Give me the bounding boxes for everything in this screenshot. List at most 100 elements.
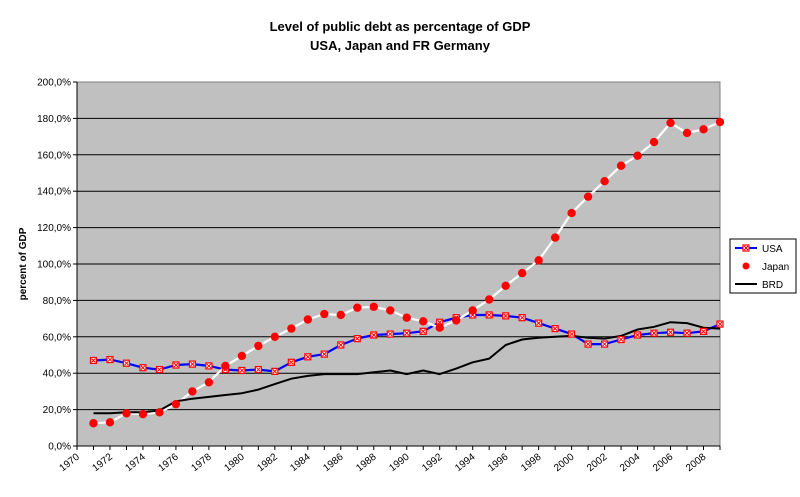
legend-marker-japan	[742, 262, 750, 270]
data-point-japan	[320, 309, 329, 319]
data-point-japan	[237, 351, 247, 361]
data-point-usa	[155, 365, 164, 374]
data-point-usa	[403, 329, 411, 337]
data-point-usa	[650, 329, 658, 337]
x-tick-label: 1992	[420, 451, 445, 474]
x-tick-label: 1976	[156, 451, 181, 474]
x-tick-label: 1980	[222, 451, 247, 474]
axes	[73, 81, 721, 450]
data-point-usa	[205, 362, 213, 370]
y-tick-label: 100,0%	[37, 260, 71, 271]
x-tick-label: 1994	[453, 451, 478, 474]
x-tick-label: 1998	[519, 451, 544, 474]
data-point-japan	[550, 233, 560, 242]
data-point-japan	[386, 306, 395, 315]
data-point-japan	[468, 306, 477, 315]
data-point-usa	[699, 327, 708, 335]
data-point-usa	[122, 359, 131, 367]
data-point-japan	[517, 268, 527, 278]
data-point-usa	[238, 366, 246, 375]
data-point-usa	[287, 358, 295, 366]
data-point-japan	[221, 361, 230, 371]
legend-label-japan: Japan	[762, 262, 789, 273]
y-tick-label: 180,0%	[37, 114, 71, 125]
x-tick-labels: 1970 1972 1974 1976 1978 1980 1982 1984 1986 1988…	[58, 451, 709, 474]
x-tick-label: 2000	[552, 451, 577, 474]
data-point-usa	[188, 360, 197, 368]
data-point-usa	[535, 319, 543, 327]
x-tick-label: 1978	[189, 451, 214, 474]
data-point-japan	[369, 302, 378, 311]
data-point-usa	[254, 365, 262, 374]
y-tick-label: 200,0%	[37, 78, 71, 89]
data-point-japan	[419, 317, 428, 326]
data-point-japan	[336, 310, 345, 320]
data-point-japan	[171, 399, 181, 409]
legend-label-usa: USA	[762, 244, 783, 255]
data-point-japan	[204, 378, 214, 387]
data-point-japan	[105, 418, 115, 427]
data-point-japan	[435, 323, 444, 332]
data-point-japan	[616, 161, 626, 170]
data-point-japan	[666, 118, 675, 128]
x-tick-label: 2004	[618, 451, 643, 474]
data-point-japan	[122, 409, 131, 418]
legend-marker-usa	[742, 244, 750, 252]
series-line-brd	[93, 321, 721, 415]
x-tick-label: 1996	[486, 451, 511, 474]
data-point-japan	[699, 125, 708, 134]
y-tick-label: 120,0%	[37, 223, 71, 234]
x-tick-label: 2008	[684, 451, 709, 474]
data-point-japan	[402, 313, 411, 322]
data-point-japan	[534, 256, 543, 265]
series-layer	[89, 117, 725, 428]
data-point-usa	[600, 340, 609, 348]
x-tick-label: 2006	[651, 451, 676, 474]
x-tick-label: 1970	[58, 451, 83, 474]
data-point-japan	[484, 295, 494, 304]
data-point-japan	[303, 315, 313, 324]
data-point-japan	[254, 341, 263, 351]
data-point-japan	[501, 281, 510, 291]
data-point-japan	[567, 208, 576, 218]
data-point-usa	[139, 364, 147, 372]
data-point-japan	[583, 192, 593, 201]
data-point-usa	[716, 320, 724, 328]
y-tick-label: 0,0%	[48, 442, 71, 453]
data-point-usa	[568, 330, 576, 338]
data-point-usa	[419, 327, 427, 335]
data-point-japan	[353, 303, 362, 312]
data-point-usa	[320, 350, 328, 358]
x-tick-label: 1972	[91, 451, 116, 474]
data-point-usa	[106, 355, 114, 364]
gridlines	[77, 117, 720, 411]
x-tick-label: 1982	[255, 451, 280, 474]
x-tick-label: 1974	[123, 451, 148, 474]
data-point-usa	[666, 328, 675, 336]
chart-subtitle: USA, Japan and FR Germany	[310, 38, 491, 53]
y-tick-label: 60,0%	[43, 332, 71, 343]
data-point-usa	[271, 367, 279, 375]
y-tick-labels: 0,0% 20,0% 40,0% 60,0% 80,0% 100,0% 120,0% 140,…	[37, 78, 71, 453]
data-point-japan	[452, 316, 461, 325]
data-point-usa	[89, 356, 98, 365]
legend-label-brd: BRD	[762, 280, 783, 291]
data-point-japan	[138, 409, 148, 419]
data-point-japan	[270, 332, 280, 341]
x-tick-label: 1990	[387, 451, 412, 474]
legend: USA Japan BRD	[729, 238, 797, 294]
data-point-usa	[518, 314, 526, 322]
y-axis-label: percent of GDP	[18, 227, 29, 300]
data-point-usa	[485, 311, 493, 319]
chart-title: Level of public debt as percentage of GD…	[270, 19, 531, 34]
x-tick-label: 1984	[288, 451, 313, 474]
data-point-usa	[172, 361, 180, 369]
data-point-japan	[715, 117, 725, 127]
data-point-japan	[633, 151, 642, 160]
data-point-usa	[386, 330, 394, 338]
x-tick-label: 1988	[354, 451, 379, 474]
data-point-japan	[287, 324, 296, 333]
data-point-usa	[551, 325, 559, 333]
data-point-japan	[155, 408, 164, 417]
